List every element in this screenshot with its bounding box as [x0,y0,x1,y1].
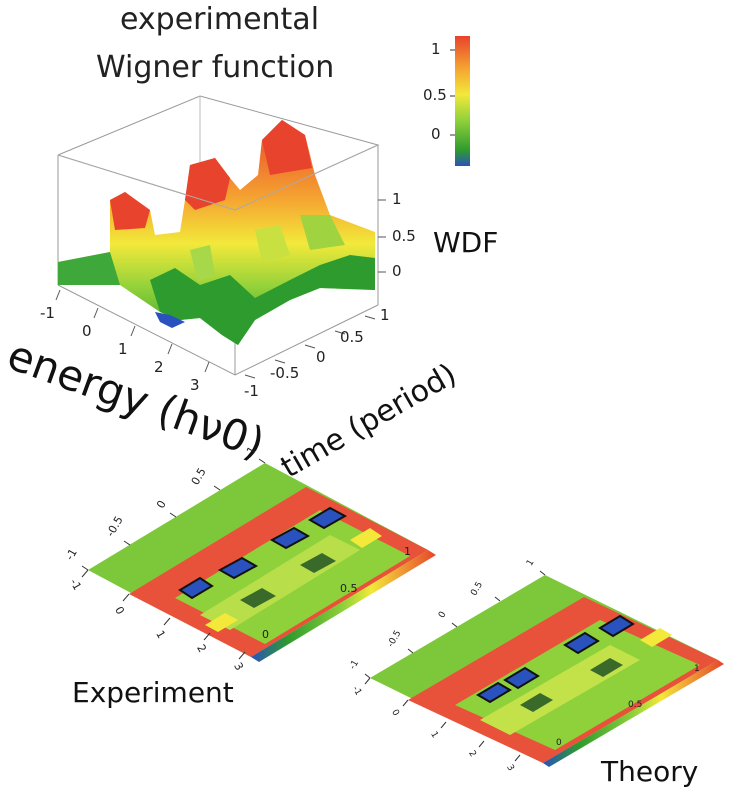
y-tick-neg0-5: -0.5 [270,364,300,382]
x-tick-neg1: -1 [40,304,55,322]
x-tick-3: 3 [190,376,200,394]
y-tick-0: 0 [316,348,326,366]
chart-title-line1: experimental [120,2,320,37]
colorbar [455,36,470,166]
y-tick-neg1: -1 [244,382,259,400]
x-tick-2: 2 [154,358,164,376]
experiment-caption: Experiment [72,676,234,709]
colorbar-tick-0: 0 [431,125,441,143]
y-tick-0-5: 0.5 [340,328,364,346]
th-cbar-tick-0: 0 [556,738,562,748]
z-tick-0-5: 0.5 [392,227,416,245]
y-tick-1: 1 [380,306,390,324]
x-tick-1: 1 [118,340,128,358]
colorbar-tick-0-5: 0.5 [423,86,447,104]
z-tick-marks [378,199,386,273]
experiment-heatmap [81,458,436,662]
exp-cbar-tick-1: 1 [404,545,411,558]
x-tick-marks [55,289,210,373]
exp-cbar-tick-0: 0 [262,628,269,641]
z-axis-label: WDF [433,226,499,259]
surface-plot [55,95,386,379]
z-tick-1: 1 [392,190,402,208]
y-tick-marks [244,315,376,379]
theory-caption: Theory [601,755,699,788]
z-tick-0: 0 [392,262,402,280]
chart-title-line2: Wigner function [96,50,335,85]
x-tick-0: 0 [82,322,92,340]
colorbar-tick-1: 1 [431,40,441,58]
exp-cbar-tick-0-5: 0.5 [340,582,358,595]
theory-heatmap [364,570,724,767]
th-cbar-tick-0-5: 0.5 [628,700,643,710]
th-cbar-tick-1: 1 [694,664,700,674]
